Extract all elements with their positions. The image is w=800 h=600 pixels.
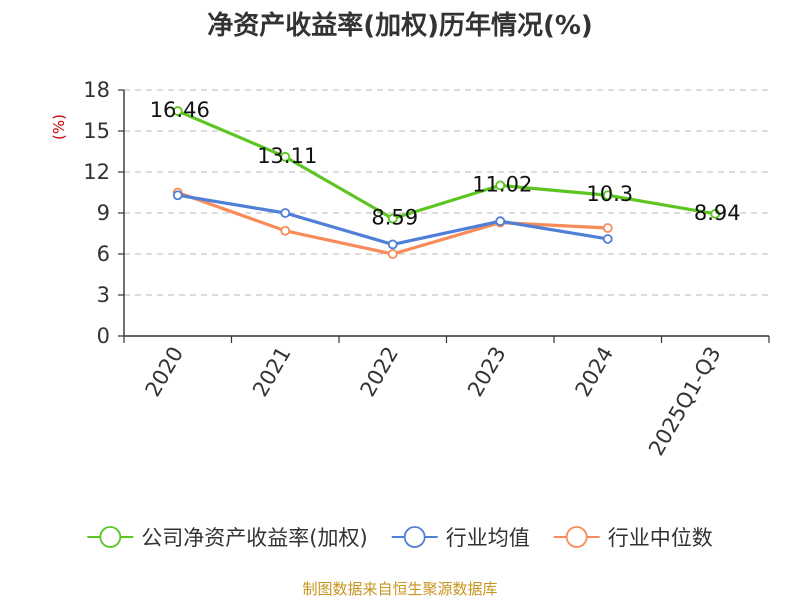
y-tick-label: 9	[97, 201, 110, 225]
data-label: 11.02	[472, 172, 532, 196]
data-point[interactable]	[280, 208, 291, 218]
axes: 0 3 6 9 12 15 18 2020 2021 2022 2023 2024 2025Q1-Q3	[83, 78, 770, 460]
data-label: 8.94	[694, 201, 741, 225]
y-tick-label: 6	[97, 242, 110, 266]
legend-swatch-marker	[403, 526, 426, 548]
x-tick-label: 2020	[141, 343, 189, 401]
data-point[interactable]	[710, 208, 721, 219]
x-tick-label: 2022	[356, 343, 404, 401]
y-tick-label: 0	[97, 324, 110, 348]
data-label: 10.3	[586, 182, 633, 206]
data-point[interactable]	[602, 190, 613, 201]
legend-item[interactable]: 公司净资产收益率(加权)	[87, 526, 368, 550]
legend-label: 行业均值	[446, 526, 530, 550]
legend-swatch-marker	[565, 526, 588, 548]
chart-title: 净资产收益率(加权)历年情况(%)	[207, 10, 593, 41]
x-tick-label: 2023	[463, 343, 511, 401]
data-point[interactable]	[280, 151, 291, 162]
grid-lines	[124, 89, 769, 296]
data-point[interactable]	[172, 106, 183, 116]
source-note: 制图数据来自恒生聚源数据库	[302, 580, 497, 598]
y-tick-label: 12	[83, 160, 110, 184]
y-tick-label: 18	[83, 78, 110, 102]
data-labels: 16.46 13.11 8.59 11.02 10.3 8.94	[150, 98, 741, 230]
data-point[interactable]	[602, 234, 613, 244]
data-point[interactable]	[280, 225, 291, 236]
data-point[interactable]	[387, 213, 398, 224]
y-tick-label: 15	[83, 119, 110, 143]
legend-label: 公司净资产收益率(加权)	[141, 526, 367, 550]
legend-item[interactable]: 行业中位数	[553, 526, 713, 550]
data-point[interactable]	[387, 249, 398, 259]
data-label: 16.46	[150, 98, 210, 122]
x-tick-label: 2024	[571, 343, 619, 401]
data-label: 13.11	[257, 144, 317, 168]
data-point[interactable]	[602, 223, 613, 233]
data-point[interactable]	[387, 239, 398, 250]
data-label: 8.59	[371, 206, 418, 230]
y-tick-label: 3	[97, 283, 110, 307]
data-point[interactable]	[172, 190, 183, 201]
x-tick-label: 2025Q1-Q3	[644, 343, 726, 460]
legend-item[interactable]: 行业均值	[391, 526, 530, 550]
y-axis-label: (%)	[50, 114, 68, 140]
x-tick-label: 2021	[248, 343, 296, 401]
legend-swatch-marker	[99, 526, 122, 548]
series-lines	[172, 106, 721, 259]
data-point[interactable]	[495, 180, 506, 191]
data-point[interactable]	[495, 216, 506, 227]
legend[interactable]: 公司净资产收益率(加权) 行业均值 行业中位数	[87, 526, 713, 550]
series-line	[177, 109, 716, 221]
legend-label: 行业中位数	[608, 526, 713, 550]
